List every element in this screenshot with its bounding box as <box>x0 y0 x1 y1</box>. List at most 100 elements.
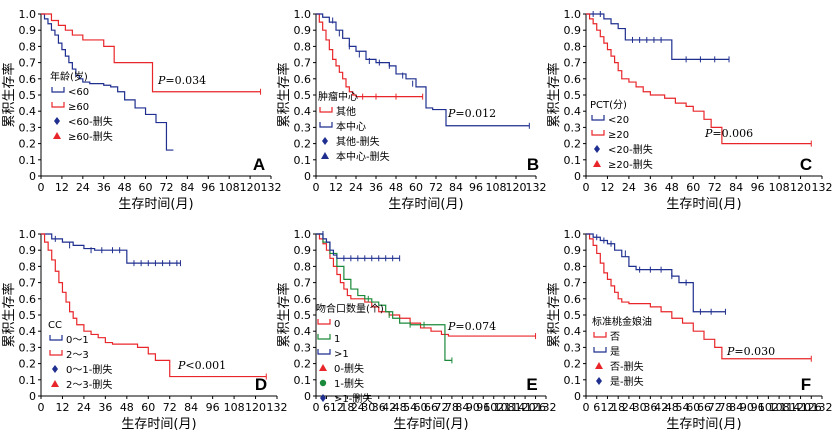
series-line-1 <box>41 13 261 93</box>
x-tick-label: 84 <box>449 181 463 194</box>
x-tick-label: 12 <box>600 181 614 194</box>
legend-line-icon <box>591 115 605 121</box>
y-tick-label: 0.4 <box>19 105 37 118</box>
x-tick-label: 120 <box>506 181 527 194</box>
legend-item-label: 1 <box>334 334 340 345</box>
y-axis-title: 累积生存率 <box>1 62 17 127</box>
x-axis-title: 生存时间(月) <box>393 417 468 432</box>
x-tick-label: 6 <box>323 401 330 414</box>
x-tick-label: 48 <box>389 181 403 194</box>
legend-line-icon <box>51 102 65 108</box>
y-tick-label: 1.0 <box>564 8 582 21</box>
x-tick-label: 132 <box>812 401 833 414</box>
y-tick-label: 0 <box>29 170 36 183</box>
y-tick-label: 1.0 <box>294 8 312 21</box>
x-tick-label: 48 <box>120 401 134 414</box>
y-tick-label: 0.9 <box>19 244 37 257</box>
x-tick-label: 120 <box>245 401 266 414</box>
legend-item-label: ≥20 <box>608 130 629 141</box>
y-tick-label: 1.0 <box>294 228 312 241</box>
panel-b: 0 0.1 0.2 0.3 0.4 0.5 0.6 0.7 0.8 0.9 1.0 0 12 24 36 48… <box>276 8 547 212</box>
y-tick-label: 0.2 <box>19 138 37 151</box>
x-tick-label: 12 <box>600 401 614 414</box>
x-tick-label: 0 <box>313 401 320 414</box>
y-tick-label: 0.4 <box>19 325 37 338</box>
x-tick-label: 24 <box>349 181 363 194</box>
x-tick-label: 48 <box>118 181 132 194</box>
x-tick-label: 84 <box>455 401 469 414</box>
y-tick-label: 0.5 <box>564 89 582 102</box>
x-tick-label: 60 <box>141 401 155 414</box>
y-axis-title: 累积生存率 <box>276 62 292 127</box>
panel-f: 00.10.20.30.40.50.60.70.80.91.00 6 1218243… <box>546 228 833 432</box>
y-tick-label: 1.0 <box>19 8 37 21</box>
series-line-1 <box>41 233 267 378</box>
x-tick-label: 6 <box>593 401 600 414</box>
series-line-0 <box>41 13 174 151</box>
y-tick-label: 0.7 <box>19 277 37 290</box>
y-tick-label: 0.1 <box>294 374 312 387</box>
y-tick-label: 0.1 <box>564 374 582 387</box>
x-tick-label: 24 <box>76 181 90 194</box>
x-tick-label: 96 <box>751 181 765 194</box>
x-tick-label: 126 <box>525 401 546 414</box>
p-value: P=0.012 <box>447 107 496 120</box>
series-line-2 <box>316 233 400 259</box>
y-tick-label: 0.4 <box>294 105 312 118</box>
legend-item-label: <20 <box>608 115 629 126</box>
legend-item-label: 0 <box>334 319 340 330</box>
series-line-0 <box>41 233 181 264</box>
y-tick-label: 0 <box>304 170 311 183</box>
y-tick-label: 0.3 <box>294 121 312 134</box>
x-tick-label: 120 <box>240 181 261 194</box>
y-tick-label: 0.3 <box>19 341 37 354</box>
y-tick-label: 0.8 <box>294 40 312 53</box>
y-axis-title: 累积生存率 <box>276 282 292 347</box>
x-tick-label: 24 <box>622 181 636 194</box>
y-tick-label: 0.2 <box>294 138 312 151</box>
x-tick-label: 72 <box>163 401 177 414</box>
x-tick-label: 120 <box>790 181 811 194</box>
legend-item-label: 否-删失 <box>610 360 644 373</box>
y-tick-label: 0.5 <box>564 309 582 322</box>
legend-line-icon <box>317 319 331 325</box>
x-tick-label: 78 <box>445 401 459 414</box>
x-tick-label: 42 <box>382 401 396 414</box>
y-tick-label: 0.8 <box>19 40 37 53</box>
y-tick-label: 0.2 <box>564 138 582 151</box>
y-tick-label: 0.1 <box>19 154 37 167</box>
legend-marker-icon <box>319 364 327 371</box>
legend-item-label: 是 <box>610 346 620 358</box>
legend-marker-icon <box>596 377 602 385</box>
y-tick-label: 0.3 <box>294 341 312 354</box>
y-tick-label: 0.9 <box>564 24 582 37</box>
x-tick-label: 132 <box>812 181 833 194</box>
x-tick-label: 36 <box>643 401 657 414</box>
y-axis-title: 累积生存率 <box>546 282 562 347</box>
x-tick-label: 36 <box>643 181 657 194</box>
y-tick-label: 0.4 <box>294 325 312 338</box>
x-tick-label: 36 <box>372 401 386 414</box>
legend-item-label: ≥20-删失 <box>608 158 653 171</box>
legend-line-icon <box>593 332 607 338</box>
legend-item-label: 其他-删失 <box>336 135 380 148</box>
legend-item-label: 0-删失 <box>334 362 364 375</box>
legend-marker-icon <box>53 132 61 139</box>
y-tick-label: 0 <box>574 390 581 403</box>
y-tick-label: 1.0 <box>19 228 37 241</box>
legend-marker-icon <box>52 365 58 373</box>
x-tick-label: 102 <box>758 401 779 414</box>
legend-item-label: 2～3-删失 <box>66 378 112 391</box>
series-line-1 <box>586 13 812 145</box>
y-tick-label: 0.1 <box>19 374 37 387</box>
x-tick-label: 84 <box>180 181 194 194</box>
x-tick-label: 60 <box>686 181 700 194</box>
x-tick-label: 48 <box>665 181 679 194</box>
y-tick-label: 0.6 <box>564 73 582 86</box>
x-tick-label: 132 <box>267 401 288 414</box>
x-tick-label: 12 <box>55 401 69 414</box>
y-tick-label: 0.9 <box>564 244 582 257</box>
y-tick-label: 0.5 <box>294 89 312 102</box>
y-axis-title: 累积生存率 <box>546 62 562 127</box>
legend-title: 年龄(岁) <box>50 70 88 83</box>
